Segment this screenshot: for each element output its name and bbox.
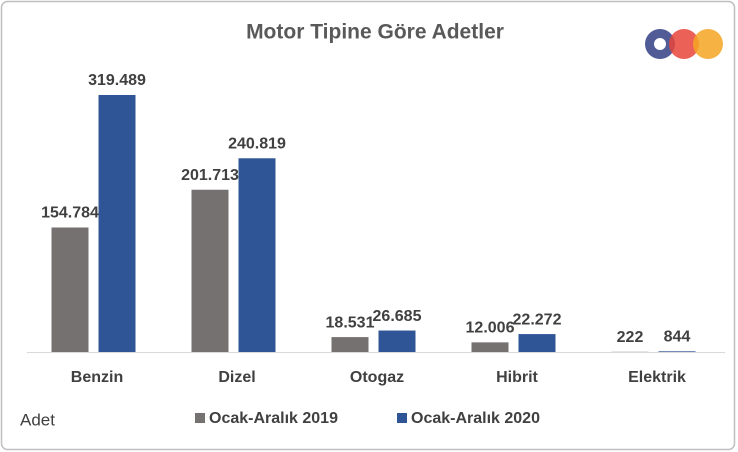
bar (378, 330, 416, 352)
legend-label: Ocak-Aralık 2019 (209, 410, 338, 427)
legend-label: Ocak-Aralık 2020 (411, 410, 540, 427)
data-label: 26.685 (373, 308, 422, 325)
bar (471, 342, 509, 352)
logo (645, 29, 723, 59)
bar (51, 227, 89, 352)
data-label: 22.272 (513, 311, 562, 328)
bar (331, 337, 369, 352)
data-label: 12.006 (466, 320, 515, 337)
bar (191, 189, 229, 352)
data-label: 222 (617, 329, 644, 346)
chart-title: Motor Tipine Göre Adetler (246, 21, 504, 44)
x-tick-label: Elektrik (628, 369, 686, 386)
bar (518, 334, 556, 352)
x-tick-label: Otogaz (350, 369, 404, 386)
legend-swatch (397, 413, 407, 423)
data-label: 319.489 (88, 72, 146, 89)
x-tick-label: Dizel (218, 369, 255, 386)
y-axis-label: Adet (20, 410, 55, 429)
bar (658, 351, 696, 352)
data-label: 240.819 (228, 136, 286, 153)
data-label: 18.531 (326, 314, 375, 331)
bar (98, 95, 136, 352)
x-tick-label: Hibrit (496, 369, 538, 386)
data-label: 844 (664, 329, 691, 346)
x-tick-label: Benzin (71, 369, 123, 386)
bar (238, 158, 276, 352)
data-label: 201.713 (181, 167, 239, 184)
legend-swatch (195, 413, 205, 423)
data-label: 154.784 (41, 205, 99, 222)
